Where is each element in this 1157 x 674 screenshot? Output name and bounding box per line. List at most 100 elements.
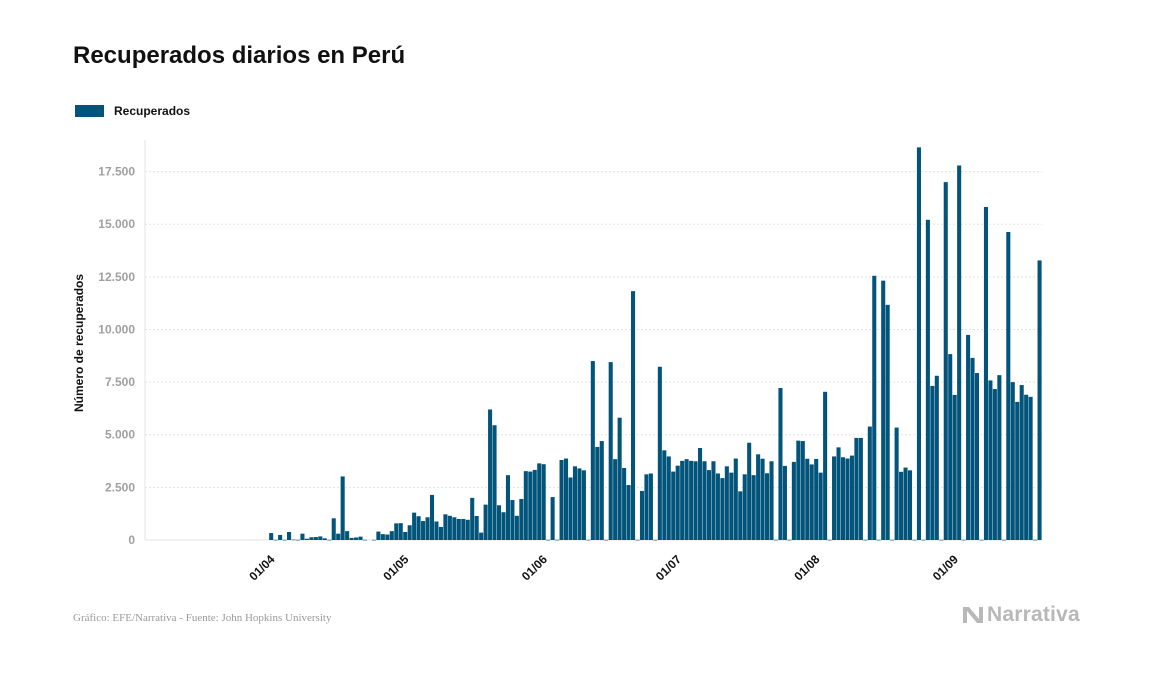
bar xyxy=(327,539,332,541)
bar xyxy=(939,539,944,541)
bar xyxy=(662,450,667,540)
bar xyxy=(505,475,510,540)
y-axis-label: Número de recuperados xyxy=(72,274,86,412)
y-tick-label: 12.500 xyxy=(98,270,135,284)
bar xyxy=(769,461,774,540)
bar xyxy=(867,426,872,540)
bar xyxy=(496,505,502,540)
bar xyxy=(778,388,783,540)
bar xyxy=(823,391,828,540)
bar xyxy=(1015,401,1020,540)
y-tick-label: 10.000 xyxy=(98,322,135,336)
bar xyxy=(322,538,327,540)
bar xyxy=(412,512,417,540)
bar xyxy=(345,531,350,540)
bar xyxy=(970,357,975,540)
bar xyxy=(438,526,443,540)
bar xyxy=(796,440,801,540)
bar xyxy=(550,497,555,540)
bar xyxy=(313,537,318,540)
bar xyxy=(537,463,542,540)
bar xyxy=(809,464,814,540)
bar xyxy=(483,504,488,540)
bar xyxy=(957,165,962,540)
bar xyxy=(639,490,645,540)
page-title: Recuperados diarios en Perú xyxy=(73,42,406,69)
bar xyxy=(488,409,493,540)
narrativa-logo-icon xyxy=(963,607,983,623)
bar xyxy=(988,380,993,540)
bar xyxy=(394,523,399,540)
bar xyxy=(617,417,622,540)
bar xyxy=(1037,260,1042,540)
bar xyxy=(523,471,528,540)
bar xyxy=(595,446,600,540)
bar xyxy=(872,275,877,540)
bar xyxy=(425,517,430,540)
bar xyxy=(613,459,618,540)
bar xyxy=(648,473,653,540)
bar xyxy=(724,466,729,540)
bar xyxy=(854,437,859,540)
bar xyxy=(773,539,779,541)
bar xyxy=(666,456,671,540)
y-tick-label: 15.000 xyxy=(98,217,135,231)
bar xyxy=(943,182,948,540)
bar xyxy=(559,460,564,540)
bar xyxy=(434,521,439,540)
bar xyxy=(340,476,345,540)
bar xyxy=(429,494,435,540)
bar xyxy=(907,470,913,540)
bar xyxy=(635,539,640,541)
bar xyxy=(354,537,359,540)
x-tick-label: 01/08 xyxy=(791,552,822,583)
bar xyxy=(890,539,895,541)
bar xyxy=(492,425,497,540)
bar xyxy=(899,471,904,540)
bar xyxy=(300,533,305,540)
bar xyxy=(407,525,412,540)
bar xyxy=(934,375,939,540)
bar xyxy=(443,514,448,540)
bar xyxy=(742,474,747,540)
bar xyxy=(827,539,832,541)
bar xyxy=(671,471,676,540)
bar xyxy=(501,512,506,540)
bar xyxy=(1006,232,1011,540)
bar xyxy=(952,394,957,540)
bar xyxy=(818,472,823,540)
bar xyxy=(336,533,341,540)
y-tick-label: 17.500 xyxy=(98,165,135,179)
bar xyxy=(371,539,376,541)
bar xyxy=(885,304,890,540)
bar xyxy=(836,447,841,540)
bar xyxy=(644,474,649,540)
bar xyxy=(747,442,752,540)
x-tick-label: 01/04 xyxy=(246,552,277,583)
y-tick-label: 5.000 xyxy=(105,428,135,442)
x-tick-label: 01/05 xyxy=(380,552,411,583)
bar xyxy=(461,518,466,540)
bar xyxy=(756,454,761,540)
bar xyxy=(782,465,787,540)
bar xyxy=(403,532,408,540)
bar xyxy=(349,537,354,540)
brand-name: Narrativa xyxy=(987,603,1080,626)
bar xyxy=(470,497,475,540)
bar xyxy=(876,539,881,541)
bar xyxy=(421,521,426,540)
bar xyxy=(706,470,712,540)
bar xyxy=(282,539,287,541)
bar xyxy=(309,537,314,540)
bar xyxy=(555,539,560,541)
bar xyxy=(832,456,837,540)
bar xyxy=(398,523,403,540)
bar xyxy=(318,536,323,540)
x-tick-label: 01/07 xyxy=(653,552,684,583)
bar xyxy=(358,536,363,540)
bar xyxy=(791,461,796,540)
bar xyxy=(689,460,694,540)
bar xyxy=(805,458,810,540)
bar xyxy=(572,466,577,540)
